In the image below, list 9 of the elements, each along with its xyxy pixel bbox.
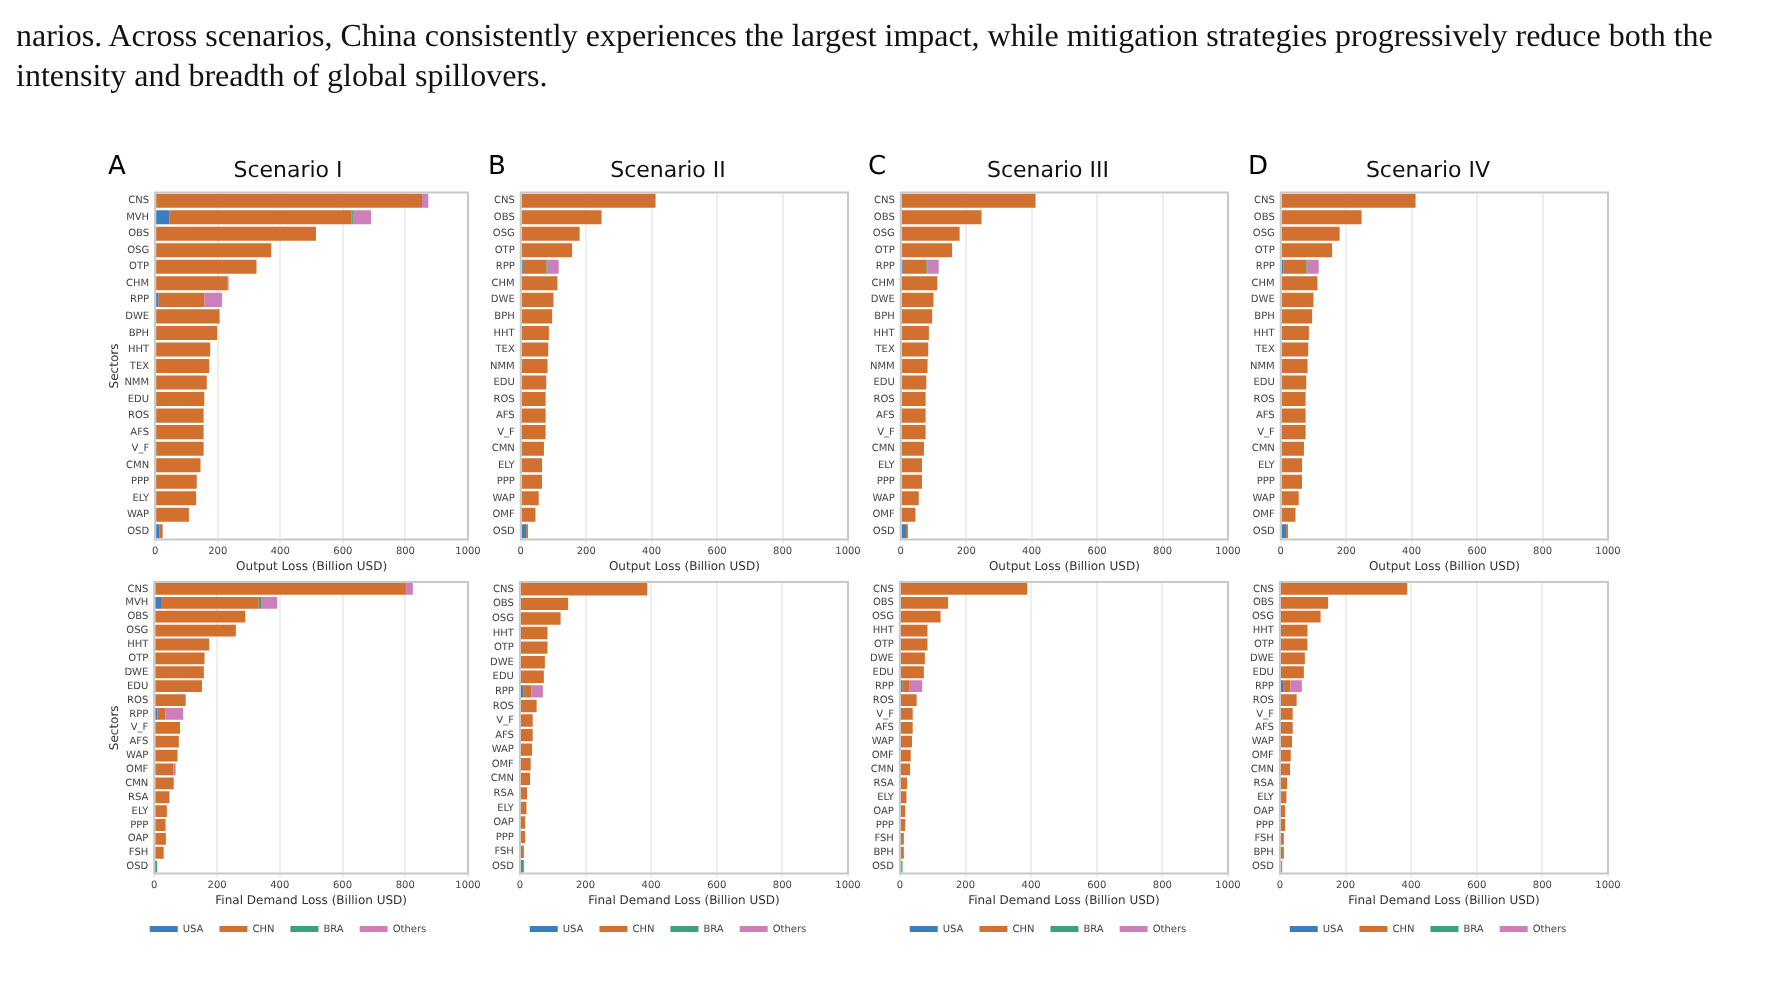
chart-title: Scenario IV	[1365, 156, 1492, 183]
chart-title: Scenario I	[233, 156, 343, 183]
text: narios. Across scenarios, China consistently experiences the largest impact, while mitigation strategies progressively reduce both the intensity and breadth of global spillovers.	[16, 18, 1715, 98]
text: B	[488, 151, 506, 182]
text: D	[1248, 151, 1269, 182]
text: C	[868, 151, 887, 182]
text: A	[108, 151, 126, 182]
chart-title: Scenario II	[610, 156, 726, 183]
chart-title: Scenario III	[986, 156, 1110, 183]
